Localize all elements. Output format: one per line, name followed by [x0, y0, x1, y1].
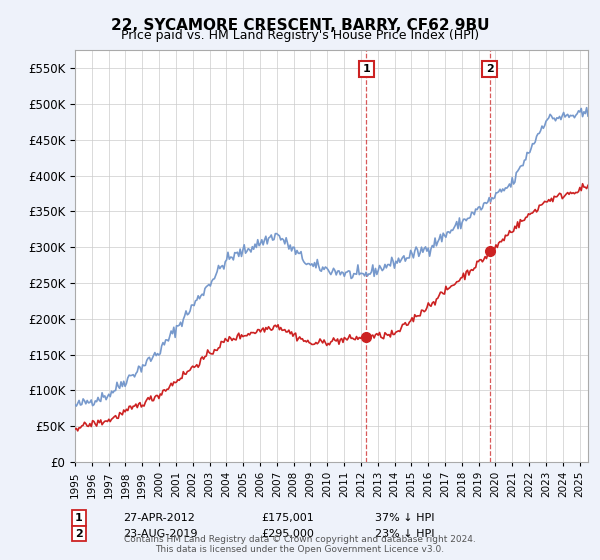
- Text: £295,000: £295,000: [261, 529, 314, 539]
- Text: 23-AUG-2019: 23-AUG-2019: [123, 529, 197, 539]
- Text: £175,001: £175,001: [261, 513, 314, 523]
- Text: 23% ↓ HPI: 23% ↓ HPI: [375, 529, 434, 539]
- Text: 2: 2: [486, 64, 493, 74]
- Text: Contains HM Land Registry data © Crown copyright and database right 2024.
This d: Contains HM Land Registry data © Crown c…: [124, 535, 476, 554]
- Text: 1: 1: [75, 513, 83, 523]
- Text: 1: 1: [362, 64, 370, 74]
- Text: 2: 2: [75, 529, 83, 539]
- Text: 22, SYCAMORE CRESCENT, BARRY, CF62 9BU: 22, SYCAMORE CRESCENT, BARRY, CF62 9BU: [111, 18, 489, 33]
- Text: 27-APR-2012: 27-APR-2012: [123, 513, 195, 523]
- Text: 37% ↓ HPI: 37% ↓ HPI: [375, 513, 434, 523]
- Text: Price paid vs. HM Land Registry's House Price Index (HPI): Price paid vs. HM Land Registry's House …: [121, 29, 479, 42]
